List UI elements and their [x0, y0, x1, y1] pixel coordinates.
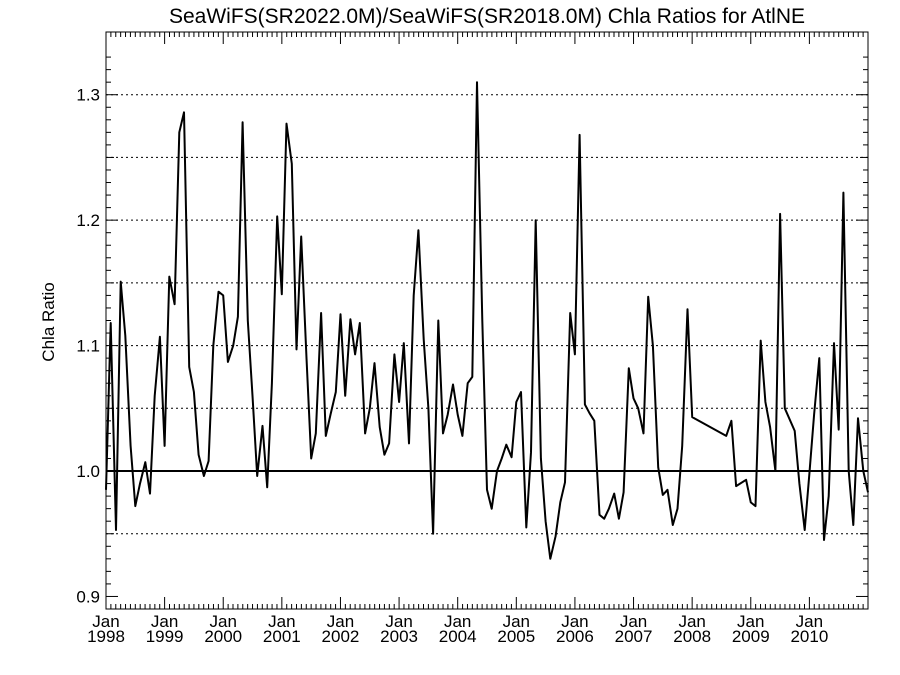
x-tick-month-label: Jan — [151, 612, 178, 631]
series-line-chla-ratio — [105, 81, 869, 560]
y-tick-label: 1.0 — [76, 462, 100, 481]
y-axis-ticks: 0.9 1.0 1.1 1.2 1.3 — [76, 56, 868, 606]
x-tick-year-label: 2003 — [380, 627, 418, 646]
x-tick-month-label: Jan — [561, 612, 588, 631]
y-axis-label: Chla Ratio — [39, 282, 58, 361]
x-tick-year-label: 2005 — [497, 627, 535, 646]
plot-area-frame — [105, 31, 869, 610]
x-tick-month-label: Jan — [327, 612, 354, 631]
x-tick-year-label: 2002 — [322, 627, 360, 646]
x-tick-year-label: 2007 — [615, 627, 653, 646]
x-tick-year-label: 2004 — [439, 627, 477, 646]
x-tick-month-label: Jan — [620, 612, 647, 631]
x-tick-year-label: 2000 — [204, 627, 242, 646]
x-tick-year-label: 1999 — [146, 627, 184, 646]
x-tick-year-label: 2010 — [790, 627, 828, 646]
x-tick-month-label: Jan — [385, 612, 412, 631]
x-tick-month-label: Jan — [444, 612, 471, 631]
x-tick-year-label: 2009 — [732, 627, 770, 646]
y-tick-label: 1.3 — [76, 86, 100, 105]
chart-title: SeaWiFS(SR2022.0M)/SeaWiFS(SR2018.0M) Ch… — [169, 5, 805, 28]
x-tick-year-label: 2006 — [556, 627, 594, 646]
x-axis-ticks: Jan1998Jan1999Jan2000Jan2001Jan2002Jan20… — [87, 32, 869, 646]
x-tick-year-label: 2008 — [673, 627, 711, 646]
y-tick-label: 1.2 — [76, 211, 100, 230]
x-tick-year-label: 2001 — [263, 627, 301, 646]
x-tick-month-label: Jan — [678, 612, 705, 631]
y-tick-label: 1.1 — [76, 337, 100, 356]
x-tick-month-label: Jan — [503, 612, 530, 631]
x-tick-month-label: Jan — [737, 612, 764, 631]
x-tick-month-label: Jan — [210, 612, 237, 631]
x-tick-month-label: Jan — [92, 612, 119, 631]
y-tick-label: 0.9 — [76, 587, 100, 606]
x-tick-month-label: Jan — [796, 612, 823, 631]
x-tick-month-label: Jan — [268, 612, 295, 631]
x-tick-year-label: 1998 — [87, 627, 125, 646]
